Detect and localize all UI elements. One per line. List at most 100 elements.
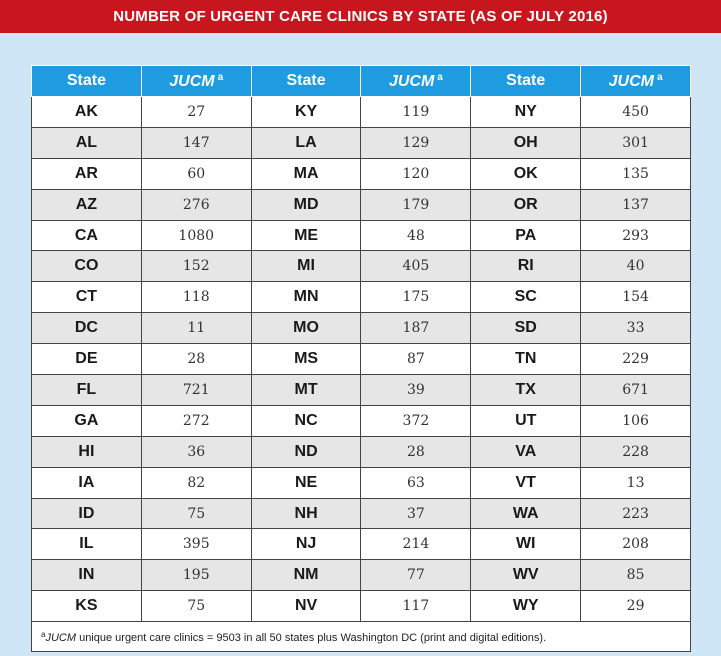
table-row: GA 272 NC 372 UT 106 — [31, 404, 691, 437]
clinic-count-cell: 27 — [140, 96, 252, 128]
column-header-state: State — [31, 65, 142, 97]
clinic-count-cell: 60 — [140, 157, 252, 190]
column-header-jucm: JUCM a — [580, 65, 691, 97]
state-cell: NV — [250, 590, 362, 623]
state-cell: WY — [470, 590, 582, 623]
clinics-table: State JUCM a State JUCM a State JUCM a AK 27… — [31, 65, 691, 653]
footnote-text: unique urgent care clinics = 9503 in all… — [76, 631, 547, 644]
state-cell: FL — [31, 374, 142, 406]
clinic-count-cell: 293 — [580, 219, 691, 252]
table-row: IL 395 NJ 214 WI 208 — [31, 528, 691, 561]
clinic-count-cell: 1080 — [140, 219, 252, 252]
table-row: AK 27 KY 119 NY 450 — [31, 96, 691, 128]
clinic-count-cell: 228 — [580, 435, 691, 468]
state-cell: NM — [250, 559, 362, 592]
table-row: HI 36 ND 28 VA 228 — [31, 435, 691, 468]
table-row: CT 118 MN 175 SC 154 — [31, 281, 691, 314]
clinic-count-cell: 63 — [360, 466, 472, 499]
clinic-count-cell: 395 — [140, 528, 252, 561]
state-cell: AK — [31, 96, 142, 128]
clinic-count-cell: 223 — [580, 497, 691, 530]
column-header-jucm: JUCM a — [140, 65, 252, 97]
clinic-count-cell: 137 — [580, 188, 691, 221]
state-cell: OH — [470, 126, 582, 159]
page-title: NUMBER OF URGENT CARE CLINICS BY STATE (… — [113, 8, 608, 25]
footnote-marker: a — [41, 629, 46, 639]
table-row: ID 75 NH 37 WA 223 — [31, 497, 691, 530]
table-row: IA 82 NE 63 VT 13 — [31, 466, 691, 499]
state-cell: SD — [470, 312, 582, 345]
table-row: AZ 276 MD 179 OR 137 — [31, 188, 691, 221]
table-row: FL 721 MT 39 TX 671 — [31, 374, 691, 406]
clinic-count-cell: 87 — [360, 343, 472, 376]
clinic-count-cell: 152 — [140, 250, 252, 283]
clinic-count-cell: 229 — [580, 343, 691, 376]
state-cell: NJ — [250, 528, 362, 561]
column-header-state: State — [250, 65, 362, 97]
clinic-count-cell: 39 — [360, 374, 472, 406]
clinic-count-cell: 13 — [580, 466, 691, 499]
column-header-jucm: JUCM a — [360, 65, 472, 97]
clinic-count-cell: 118 — [140, 281, 252, 314]
state-cell: WI — [470, 528, 582, 561]
clinic-count-cell: 36 — [140, 435, 252, 468]
state-cell: KY — [250, 96, 362, 128]
state-cell: IA — [31, 466, 142, 499]
state-cell: NE — [250, 466, 362, 499]
table-row: KS 75 NV 117 WY 29 — [31, 590, 691, 623]
state-cell: AL — [31, 126, 142, 159]
state-cell: HI — [31, 435, 142, 468]
state-cell: MO — [250, 312, 362, 345]
footnote-row: aJUCM unique urgent care clinics = 9503 … — [31, 621, 691, 653]
clinic-count-cell: 214 — [360, 528, 472, 561]
clinic-count-cell: 187 — [360, 312, 472, 345]
clinic-count-cell: 117 — [360, 590, 472, 623]
clinic-count-cell: 106 — [580, 404, 691, 437]
state-cell: DE — [31, 343, 142, 376]
state-cell: GA — [31, 404, 142, 437]
clinic-count-cell: 28 — [360, 435, 472, 468]
clinic-count-cell: 208 — [580, 528, 691, 561]
clinic-count-cell: 721 — [140, 374, 252, 406]
state-cell: NH — [250, 497, 362, 530]
column-header-state: State — [470, 65, 582, 97]
state-cell: RI — [470, 250, 582, 283]
state-cell: AR — [31, 157, 142, 190]
clinic-count-cell: 120 — [360, 157, 472, 190]
clinic-count-cell: 29 — [580, 590, 691, 623]
state-cell: MT — [250, 374, 362, 406]
state-cell: MD — [250, 188, 362, 221]
state-cell: IN — [31, 559, 142, 592]
clinic-count-cell: 671 — [580, 374, 691, 406]
clinic-count-cell: 85 — [580, 559, 691, 592]
clinic-count-cell: 175 — [360, 281, 472, 314]
state-cell: CA — [31, 219, 142, 252]
state-cell: WV — [470, 559, 582, 592]
table-row: AR 60 MA 120 OK 135 — [31, 157, 691, 190]
clinic-count-cell: 301 — [580, 126, 691, 159]
state-cell: TN — [470, 343, 582, 376]
clinic-count-cell: 195 — [140, 559, 252, 592]
state-cell: IL — [31, 528, 142, 561]
table-row: DE 28 MS 87 TN 229 — [31, 343, 691, 376]
clinic-count-cell: 147 — [140, 126, 252, 159]
table-header-row: State JUCM a State JUCM a State JUCM a — [31, 65, 691, 97]
page-title-banner: NUMBER OF URGENT CARE CLINICS BY STATE (… — [0, 0, 721, 33]
clinic-count-cell: 37 — [360, 497, 472, 530]
clinic-count-cell: 75 — [140, 590, 252, 623]
table-panel: State JUCM a State JUCM a State JUCM a AK 27… — [0, 33, 721, 656]
clinic-count-cell: 405 — [360, 250, 472, 283]
clinic-count-cell: 372 — [360, 404, 472, 437]
footnote: aJUCM unique urgent care clinics = 9503 … — [31, 621, 691, 653]
clinic-count-cell: 179 — [360, 188, 472, 221]
state-cell: SC — [470, 281, 582, 314]
state-cell: VA — [470, 435, 582, 468]
clinic-count-cell: 272 — [140, 404, 252, 437]
state-cell: KS — [31, 590, 142, 623]
clinic-count-cell: 33 — [580, 312, 691, 345]
table-row: AL 147 LA 129 OH 301 — [31, 126, 691, 159]
table-row: CA 1080 ME 48 PA 293 — [31, 219, 691, 252]
clinic-count-cell: 154 — [580, 281, 691, 314]
clinic-count-cell: 48 — [360, 219, 472, 252]
clinic-count-cell: 276 — [140, 188, 252, 221]
